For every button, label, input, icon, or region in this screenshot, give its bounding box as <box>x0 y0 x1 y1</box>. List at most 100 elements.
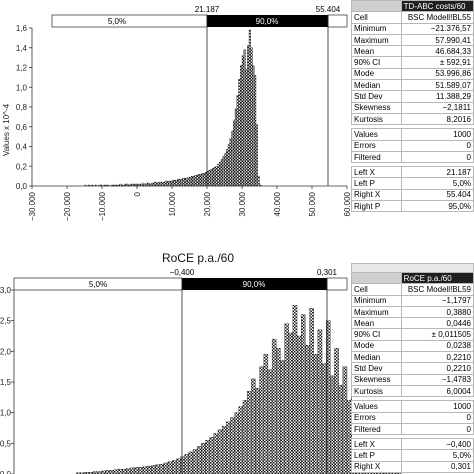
histogram-bar <box>147 182 150 187</box>
histogram-bar <box>163 181 166 187</box>
stat-label: Minimum <box>351 22 402 35</box>
x-tick-label: −10.000 <box>98 191 107 221</box>
histogram-bar <box>176 458 181 474</box>
stat-label: Errors <box>351 139 402 152</box>
histogram-bar <box>280 360 285 474</box>
histogram-bar <box>259 366 264 474</box>
stat-value: 0 <box>400 411 474 424</box>
histogram-bar <box>246 391 252 474</box>
histogram-bar <box>177 178 180 187</box>
histogram-bar <box>173 179 176 187</box>
stat-row: Left X −0,400 <box>351 438 474 451</box>
marker-left-value: 21.187 <box>195 5 220 14</box>
stat-value: 0,0446 <box>400 317 474 330</box>
histogram-bar <box>226 421 231 474</box>
histogram-bar <box>189 176 192 187</box>
stat-row: Right X 0,301 <box>351 460 474 474</box>
stat-label: Minimum <box>351 294 402 307</box>
stat-label: 90% CI <box>351 56 402 69</box>
histogram-bar <box>220 159 223 187</box>
stat-label: Values <box>351 128 402 141</box>
histogram-bar <box>252 65 255 187</box>
histogram-bar <box>234 412 239 474</box>
histogram-bar <box>296 335 302 474</box>
y-tick-label: 3,0 <box>0 286 12 295</box>
stat-value: 46.684,33 <box>400 45 474 58</box>
stat-row: Mean 46.684,33 <box>351 45 474 58</box>
histogram-bar <box>276 348 281 474</box>
histogram-bar <box>227 144 230 187</box>
histogram-bar <box>147 465 152 474</box>
stat-value: RoCE p.a./60 <box>400 271 474 285</box>
stat-label: Mode <box>351 339 402 353</box>
x-tick-label: 50.000 <box>308 191 317 216</box>
histogram-bar <box>130 467 135 474</box>
stat-value: 5,0% <box>400 449 474 462</box>
histogram-bar <box>255 387 260 474</box>
stat-label: Left P <box>351 449 402 462</box>
x-tick-label: −30.000 <box>28 191 37 221</box>
stat-row: Right P 95,0% <box>351 200 474 213</box>
y-tick-label: 0,0 <box>16 182 28 191</box>
histogram-bar <box>251 378 256 474</box>
histogram-bar <box>217 164 220 187</box>
stat-value: 5,0% <box>400 177 474 190</box>
stat-row: Errors 0 <box>351 411 474 424</box>
x-tick-label: 0 <box>133 191 142 196</box>
histogram-bar <box>247 45 250 187</box>
x-tick-label: −20.000 <box>63 191 72 221</box>
stat-value: TD-ABC costs/60 <box>400 0 474 13</box>
histogram-bar <box>105 470 110 474</box>
stat-row: Minimum −1,1797 <box>351 294 474 307</box>
histogram-bar <box>203 173 206 187</box>
band-middle-percent: 90,0% <box>256 17 279 26</box>
stat-value: 21.187 <box>400 166 474 179</box>
stat-label: Maximum <box>351 33 402 47</box>
histogram-bar <box>178 178 181 187</box>
stat-row: Mean 0,0446 <box>351 317 474 330</box>
histogram-bar <box>198 173 201 187</box>
histogram-bar <box>257 175 260 187</box>
histogram-bar <box>172 460 177 474</box>
stat-value: 1000 <box>400 400 474 413</box>
histogram-bar <box>157 181 160 187</box>
histogram-bar <box>219 162 222 187</box>
stat-row: Median 0,2210 <box>351 351 474 364</box>
histogram-bar <box>254 75 257 187</box>
stat-label: Skewness <box>351 101 402 114</box>
stat-row: Left P 5,0% <box>351 177 474 190</box>
histogram-bar <box>229 138 232 187</box>
histogram-bar <box>284 323 289 474</box>
y-tick-label: 2,0 <box>0 347 12 356</box>
y-tick-label: 1,2 <box>16 64 28 73</box>
stat-value: 51.589,07 <box>400 79 474 92</box>
histogram-bar <box>313 354 319 474</box>
histogram-bar <box>196 446 202 474</box>
stat-value: 0,0238 <box>400 339 474 353</box>
histogram-bar <box>238 406 244 474</box>
histogram-bar <box>161 181 164 187</box>
stat-label: Left X <box>351 438 402 451</box>
stat-row: Mode 53.996,86 <box>351 67 474 81</box>
histogram-bar <box>205 440 210 474</box>
band-left-percent: 5,0% <box>108 17 126 26</box>
marker-right-value: 55.404 <box>316 5 341 14</box>
histogram-bar <box>212 168 215 187</box>
stat-row: Kurtosis 8,2016 <box>351 112 474 126</box>
stat-label <box>351 271 402 285</box>
percentile-band-left <box>51 14 208 28</box>
histogram-bar <box>201 443 206 474</box>
stat-row: Median 51.589,07 <box>351 79 474 92</box>
histogram-bar <box>217 429 223 474</box>
histogram-bar <box>213 167 216 187</box>
band-left-percent: 5,0% <box>89 280 107 289</box>
stat-row: Left P 5,0% <box>351 449 474 462</box>
y-tick-label: 0,5 <box>0 439 12 448</box>
histogram-bar <box>208 170 211 187</box>
stat-value: ± 0,011505 <box>400 328 474 341</box>
percentile-band-middle <box>207 15 328 27</box>
histogram-bar <box>210 169 213 187</box>
histogram-bar <box>309 308 314 474</box>
histogram-bar <box>142 182 145 187</box>
histogram-bar <box>155 464 160 474</box>
